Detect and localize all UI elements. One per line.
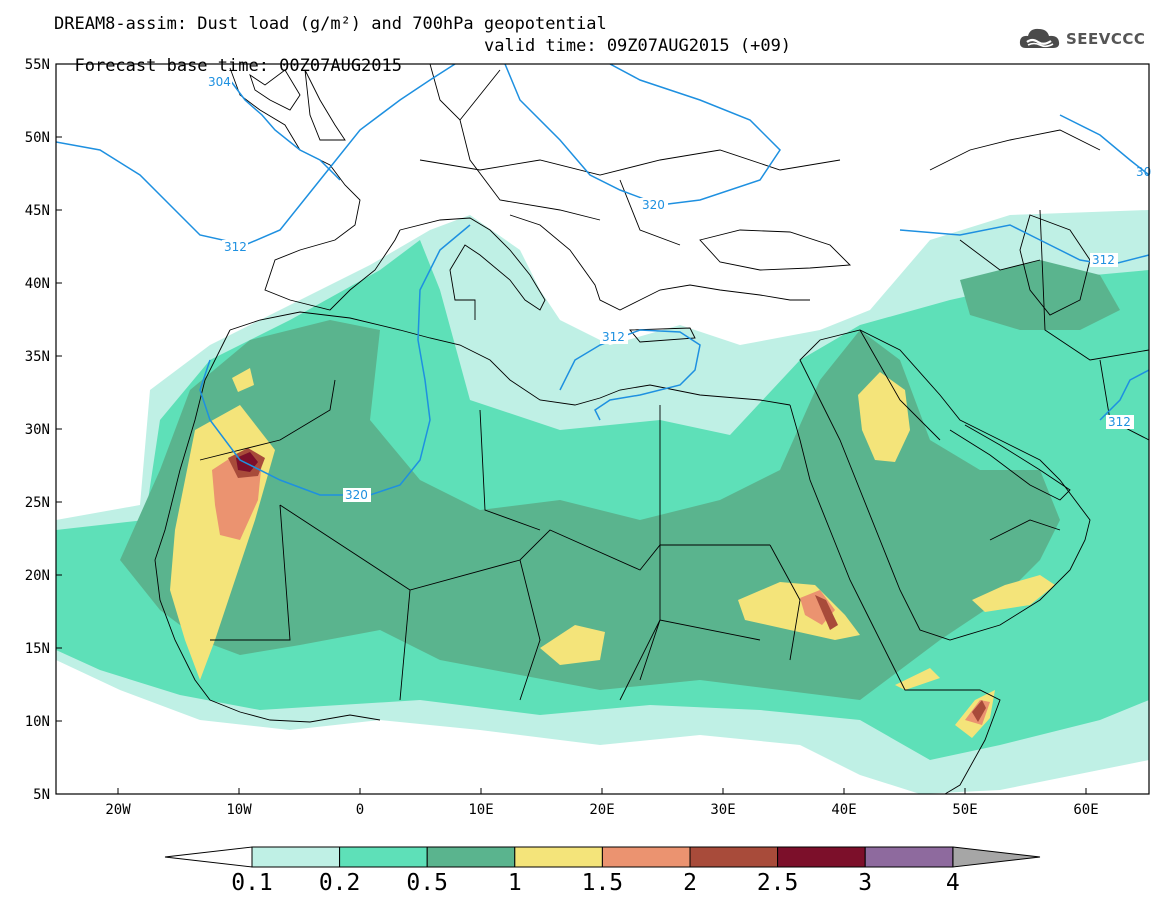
- lat-label: 15N: [25, 641, 50, 657]
- colorbar-level-label: 0.1: [231, 870, 273, 896]
- lat-label: 55N: [25, 57, 50, 73]
- logo-text: SEEVCCC: [1066, 30, 1146, 48]
- colorbar-arrow-left: [164, 846, 253, 868]
- lat-label: 45N: [25, 203, 50, 219]
- geopotential-labels: 304 312 320 320 312 312 312 30: [206, 75, 1151, 502]
- dust-level-1-arabia: [972, 575, 1055, 612]
- lat-label: 10N: [25, 714, 50, 730]
- contour-label-312-med: 312: [602, 330, 625, 344]
- contour-label-30-partial: 30: [1136, 165, 1151, 179]
- colorbar-level-label: 0.2: [318, 870, 361, 896]
- lon-label: 20W: [105, 802, 131, 818]
- colorbar-level-label: 2.5: [756, 870, 799, 896]
- geopotential-contours: [56, 64, 1149, 496]
- coastlines-borders: [154, 64, 1149, 794]
- dust-level-0.5-caspian: [960, 260, 1120, 330]
- colorbar-box: [689, 846, 779, 868]
- contour-label-312-iran: 312: [1108, 415, 1131, 429]
- contour-label-312-caspian: 312: [1092, 253, 1115, 267]
- colorbar-level-label: 3: [858, 870, 873, 896]
- colorbar-level-label: 2: [683, 870, 697, 896]
- contour-label-320-sahara: 320: [345, 488, 368, 502]
- contour-label-304: 304: [208, 75, 231, 89]
- valid-time: valid time: 09Z07AUG2015 (+09): [484, 36, 792, 56]
- colorbar-box: [426, 846, 516, 868]
- colorbar-level-label: 4: [945, 870, 960, 896]
- lat-label: 50N: [25, 130, 50, 146]
- dust-field: [56, 210, 1149, 794]
- colorbar-level-label: 0.5: [406, 870, 448, 896]
- dust-level-2-sudan: [815, 595, 838, 630]
- dust-level-2-somalia: [972, 700, 986, 722]
- lon-label: 0: [356, 802, 364, 818]
- colorbar-box: [339, 846, 428, 868]
- lon-label: 20E: [589, 802, 614, 818]
- colorbar-box: [514, 846, 603, 868]
- latitude-axis: [56, 63, 62, 795]
- lat-label: 25N: [25, 495, 50, 511]
- contour-label-312-west: 312: [224, 240, 247, 254]
- forecast-base-time: Forecast base time: 00Z07AUG2015: [74, 56, 402, 76]
- longitude-axis: [117, 788, 1087, 794]
- lon-label: 40E: [831, 802, 856, 818]
- dust-level-1-morocco: [232, 368, 254, 392]
- dust-level-1-gulfaden: [895, 668, 940, 690]
- lon-label: 30E: [710, 802, 735, 818]
- chart-title-line2: Forecast base time: 00Z07AUG2015 valid t…: [54, 36, 791, 96]
- lon-label: 10W: [226, 802, 252, 818]
- contour-label-320-europe: 320: [642, 198, 665, 212]
- colorbar-level-label: 1: [507, 870, 522, 896]
- lon-label: 50E: [952, 802, 977, 818]
- lon-label: 10E: [468, 802, 493, 818]
- cloud-icon: [1019, 28, 1060, 48]
- colorbar-arrow-right: [952, 846, 1041, 868]
- colorbar: [164, 846, 1041, 868]
- colorbar-boxes: [251, 846, 954, 868]
- colorbar-box: [864, 846, 954, 868]
- dust-level-1-chad: [540, 625, 605, 665]
- colorbar-box: [601, 846, 691, 868]
- lat-label: 35N: [25, 349, 50, 365]
- lat-label: 40N: [25, 276, 50, 292]
- longitude-labels: 20W 10W 0 10E 20E 30E 40E 50E 60E: [105, 802, 1098, 818]
- seevccc-logo: SEEVCCC: [1018, 26, 1145, 52]
- colorbar-level-label: 1.5: [581, 870, 624, 896]
- colorbar-box: [251, 846, 341, 868]
- lon-label: 60E: [1073, 802, 1098, 818]
- lat-label: 5N: [33, 787, 50, 803]
- lat-label: 30N: [25, 422, 50, 438]
- colorbar-box: [777, 846, 866, 868]
- chart-title-line1: DREAM8-assim: Dust load (g/m²) and 700hP…: [54, 14, 607, 34]
- lat-label: 20N: [25, 568, 50, 584]
- latitude-labels: 55N 50N 45N 40N 35N 30N 25N 20N 15N 10N …: [25, 57, 50, 803]
